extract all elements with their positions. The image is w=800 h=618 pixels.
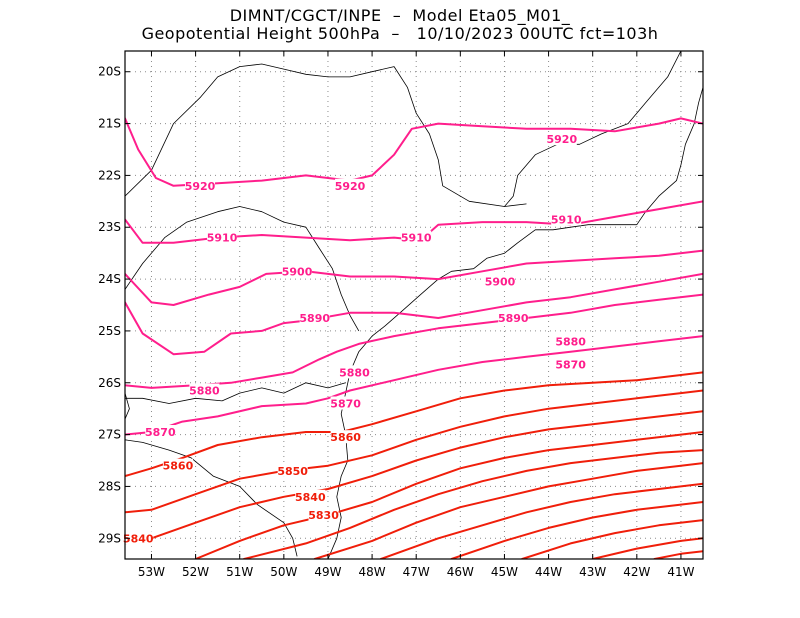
contour-5890 [125, 272, 703, 356]
contour-label: 5910 [207, 232, 238, 245]
border-line [327, 87, 703, 559]
contour-label-bg [335, 178, 366, 192]
map-title-line1: DIMNT/CGCT/INPE – Model Eta05_M01_ [229, 6, 571, 25]
contour-label-bg [330, 396, 361, 410]
lon-tick-label: 50W [270, 565, 297, 579]
lon-tick-label: 53W [138, 565, 165, 579]
contour-5880 [125, 293, 703, 389]
border-line [125, 439, 298, 557]
contour-label: 5920 [185, 180, 216, 193]
contour-5790 [450, 501, 703, 559]
contour-label: 5920 [546, 133, 577, 146]
lat-tick-label: 28S [98, 479, 121, 493]
contour-label-bg [485, 274, 516, 288]
lat-tick-label: 25S [98, 324, 121, 338]
lon-tick-label: 47W [403, 565, 430, 579]
contour-5770 [591, 537, 703, 559]
contour-label: 5870 [555, 359, 586, 372]
contour-label: 5870 [145, 426, 176, 439]
contour-label: 5920 [335, 180, 366, 193]
contour-label: 5860 [330, 431, 361, 444]
axis-ticks: 53W 52W 51W 50W 49W 48W 47W 46W 45W 44W 43W 42W 41W 2… [98, 51, 703, 579]
border-line [125, 63, 527, 207]
lat-tick-label: 29S [98, 531, 121, 545]
contour-label: 5890 [299, 312, 330, 325]
contour-5870 [125, 335, 703, 436]
contour-5810 [313, 462, 703, 559]
lon-tick-label: 52W [182, 565, 209, 579]
contour-label-bg [308, 507, 339, 521]
lon-tick-label: 41W [667, 565, 694, 579]
contour-label: 5910 [551, 213, 582, 226]
lat-tick-label: 24S [98, 272, 121, 286]
contour-label-bg [339, 365, 370, 379]
contour-label-bg [162, 458, 193, 472]
contour-label: 5900 [282, 265, 313, 278]
lat-tick-label: 21S [98, 117, 121, 131]
lon-tick-label: 46W [447, 565, 474, 579]
contour-5920 [125, 117, 703, 187]
contour-label: 5900 [485, 276, 516, 289]
map-title-line2: Geopotential Height 500hPa – 10/10/2023 … [141, 24, 659, 43]
contour-5840 [125, 410, 703, 545]
lon-tick-label: 49W [314, 565, 341, 579]
contour-label-bg [282, 264, 313, 278]
contour-label: 5910 [401, 232, 432, 245]
contour-5820 [243, 449, 703, 559]
contour-label: 5880 [189, 385, 220, 398]
contour-label-bg [123, 531, 154, 545]
lon-tick-label: 51W [226, 565, 253, 579]
contour-label: 5840 [295, 491, 326, 504]
lat-tick-label: 26S [98, 376, 121, 390]
contour-5760 [653, 550, 703, 559]
lon-tick-label: 42W [623, 565, 650, 579]
contour-label-bg [185, 178, 216, 192]
border-line [504, 51, 682, 207]
contour-label-bg [299, 310, 330, 324]
contour-5860 [125, 371, 703, 478]
contour-label-bg [555, 357, 586, 371]
lon-tick-label: 43W [579, 565, 606, 579]
plot-frame [124, 50, 704, 560]
contour-label: 5880 [555, 335, 586, 348]
contour-label: 5890 [498, 312, 529, 325]
lat-tick-label: 27S [98, 428, 121, 442]
border-line [125, 206, 360, 332]
contour-label-bg [295, 489, 326, 503]
contour-label: 5840 [123, 532, 154, 545]
contour-label-bg [498, 310, 529, 324]
lat-tick-label: 22S [98, 168, 121, 182]
lon-tick-label: 45W [491, 565, 518, 579]
political-borders [125, 51, 703, 559]
contour-label-bg [551, 212, 582, 226]
contour-label-bg [145, 425, 176, 438]
contour-labels: 5920 5920 5920 5910 5910 5910 5900 5900 5890 5890… [123, 132, 586, 545]
contour-label: 5870 [330, 397, 361, 410]
border-line [125, 392, 130, 421]
contour-label: 5850 [277, 465, 308, 478]
contour-label: 5860 [163, 460, 194, 473]
lat-tick-label: 20S [98, 65, 121, 79]
contour-5830 [194, 431, 703, 559]
contour-label-bg [401, 230, 432, 244]
contour-5800 [379, 482, 703, 559]
contour-5900 [125, 249, 703, 306]
contour-label-bg [189, 383, 220, 397]
contour-5850 [125, 389, 703, 514]
lon-tick-label: 44W [535, 565, 562, 579]
contour-label-bg [277, 463, 308, 477]
contour-5780 [521, 519, 703, 559]
contour-label: 5880 [339, 366, 370, 379]
contour-label-bg [546, 132, 577, 146]
contour-label: 5830 [308, 509, 339, 522]
lon-tick-label: 48W [359, 565, 386, 579]
border-line [125, 382, 346, 404]
contour-label-bg [207, 230, 238, 244]
contour-label-bg [330, 430, 361, 444]
lat-tick-label: 23S [98, 220, 121, 234]
contour-label-bg [555, 334, 586, 348]
